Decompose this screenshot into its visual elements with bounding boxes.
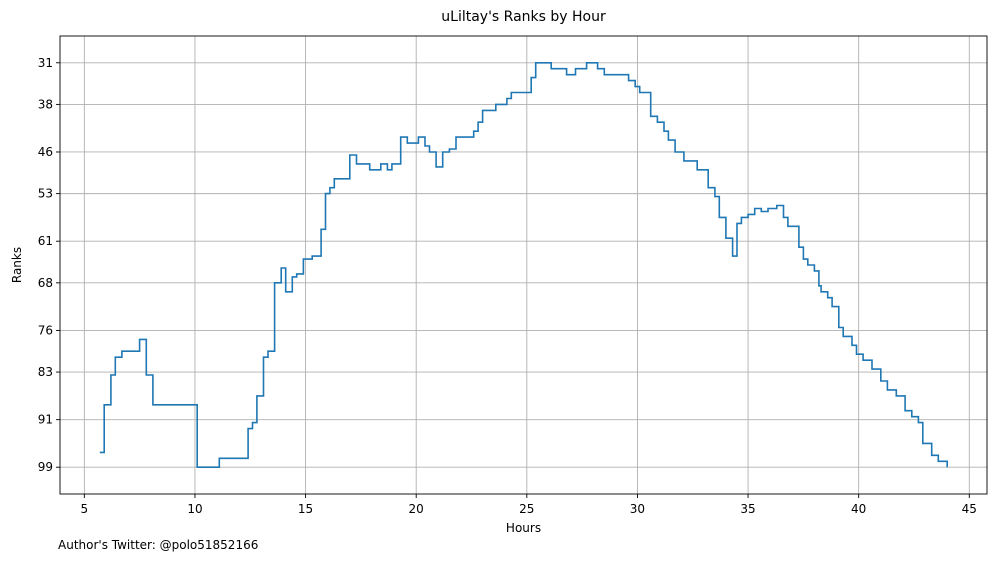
author-credit: Author's Twitter: @polo51852166	[58, 538, 259, 552]
x-tick-label: 40	[851, 502, 866, 516]
y-tick-label: 53	[38, 187, 53, 201]
y-tick-label: 68	[38, 276, 53, 290]
plot-area-background	[60, 36, 987, 494]
y-tick-label: 38	[38, 97, 53, 111]
x-tick-label: 35	[740, 502, 755, 516]
y-tick-label: 91	[38, 413, 53, 427]
x-axis-label: Hours	[506, 521, 541, 535]
x-tick-label: 10	[187, 502, 202, 516]
x-tick-label: 45	[962, 502, 977, 516]
x-tick-label: 5	[81, 502, 89, 516]
y-tick-label: 61	[38, 234, 53, 248]
chart-title: uLiltay's Ranks by Hour	[441, 9, 606, 25]
y-tick-label: 76	[38, 323, 53, 337]
grid-lines	[60, 36, 987, 494]
y-axis-label: Ranks	[10, 247, 24, 283]
x-tick-label: 30	[630, 502, 645, 516]
x-tick-label: 20	[409, 502, 424, 516]
y-axis-ticks: 31 38 46 53 61 68 76 83 91 99	[38, 56, 60, 474]
plot-frame	[59, 35, 988, 495]
x-tick-label: 15	[298, 502, 313, 516]
x-tick-label: 25	[519, 502, 534, 516]
y-tick-label: 83	[38, 365, 53, 379]
y-tick-label: 99	[38, 460, 53, 474]
x-axis-ticks: 5 10 15 20 25 30 35 40 45	[81, 494, 977, 516]
series-line	[99, 62, 948, 468]
y-tick-label: 46	[38, 145, 53, 159]
y-tick-label: 31	[38, 56, 53, 70]
